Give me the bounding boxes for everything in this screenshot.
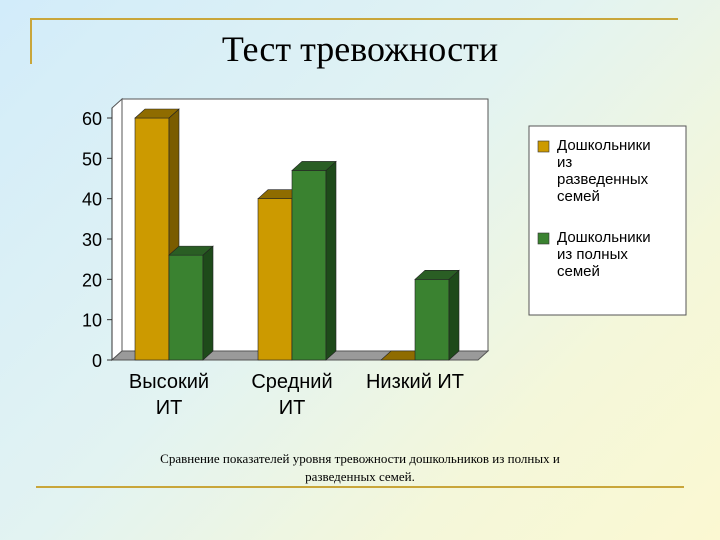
bar-front <box>168 254 204 361</box>
legend-box <box>528 125 687 316</box>
y-tick-label: 50 <box>82 149 102 169</box>
bar <box>291 160 337 361</box>
bar-front <box>291 170 327 361</box>
legend-swatch <box>537 140 550 153</box>
y-tick-label: 30 <box>82 230 102 250</box>
top-rule <box>30 18 678 20</box>
legend-label: семей <box>557 188 600 205</box>
x-category-label: Низкий ИТ <box>366 371 464 393</box>
y-tick-label: 20 <box>82 270 102 290</box>
bar-side <box>202 245 214 361</box>
bar-front <box>414 279 450 361</box>
bar-top <box>414 270 460 280</box>
y-tick-label: 0 <box>92 351 102 371</box>
legend-label: из <box>557 154 572 171</box>
bottom-rule <box>36 486 684 488</box>
x-category-label: Средний <box>251 371 332 393</box>
y-tick-label: 10 <box>82 311 102 331</box>
bar-chart: 0 10 20 30 40 50 60 Высокий ИТ Средний ИТ Низкий ИТ… <box>82 97 687 419</box>
bar <box>414 269 460 361</box>
x-category-label: ИТ <box>156 397 183 419</box>
plot-side-wall <box>111 97 123 362</box>
legend-swatch <box>537 232 550 245</box>
bar-top <box>291 161 337 171</box>
legend-label: Дошкольники <box>557 137 651 154</box>
y-tick-label: 40 <box>82 190 102 210</box>
bar-top <box>134 108 180 119</box>
bar-side <box>325 160 337 361</box>
caption-line-1: Сравнение показателей уровня тревожности… <box>160 451 560 466</box>
legend-label: из полных <box>557 246 628 263</box>
left-rule <box>30 18 32 64</box>
legend-label: семей <box>557 263 600 280</box>
bar <box>168 245 214 361</box>
caption-line-2: разведенных семей. <box>305 469 415 484</box>
legend-label: Дошкольники <box>557 229 651 246</box>
slide-title: Тест тревожности <box>221 29 499 69</box>
y-tick-label: 60 <box>82 109 102 129</box>
bar-front <box>134 117 170 361</box>
bar-front <box>257 198 293 361</box>
x-category-label: ИТ <box>279 397 306 419</box>
bar-side <box>448 269 460 361</box>
legend-label: разведенных <box>557 171 649 188</box>
chart-caption: Сравнение показателей уровня тревожности… <box>90 450 630 486</box>
x-category-label: Высокий <box>129 371 209 393</box>
bar-top <box>168 245 214 256</box>
